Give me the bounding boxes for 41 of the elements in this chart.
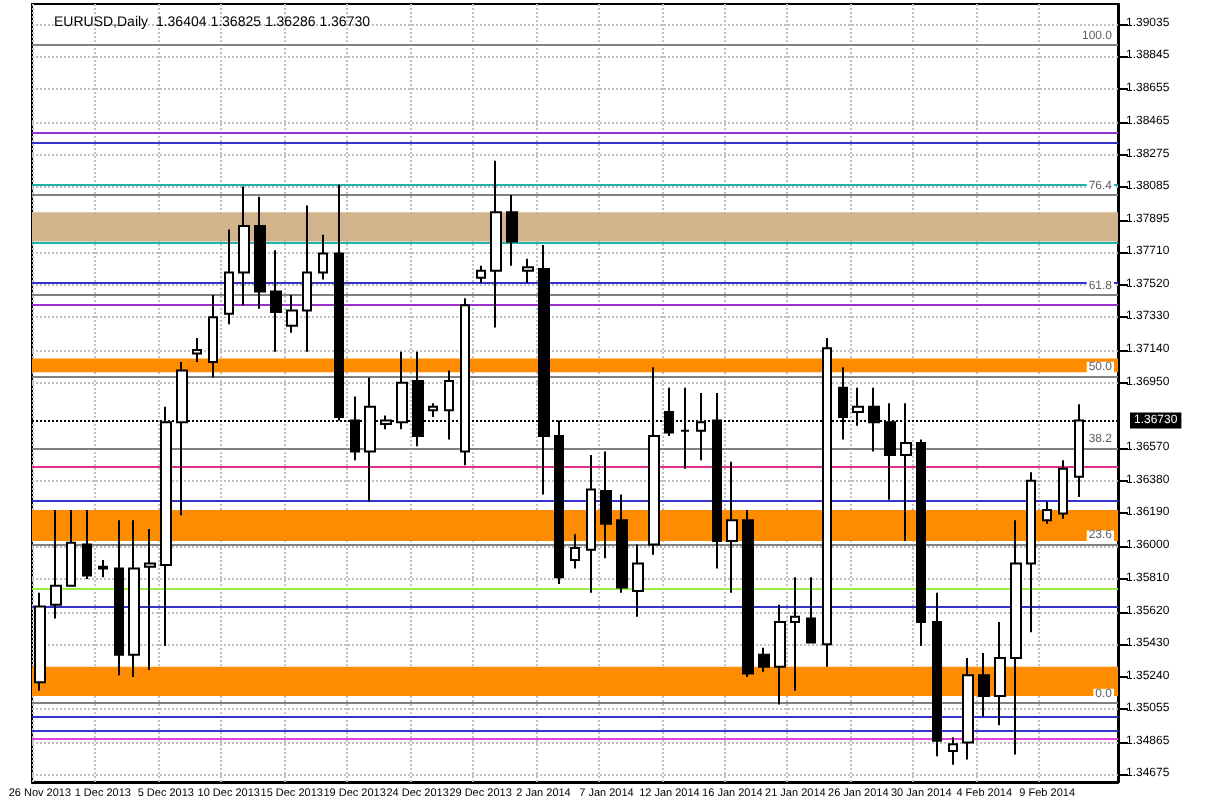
candlestick <box>916 438 926 648</box>
candlestick <box>758 646 770 673</box>
candlestick <box>994 620 1006 727</box>
candlestick <box>318 233 328 281</box>
candlestick <box>616 493 628 594</box>
candlestick <box>192 336 202 364</box>
candlestick <box>66 509 76 587</box>
candlestick <box>806 576 816 644</box>
candlestick <box>270 249 282 353</box>
candlestick <box>254 195 266 310</box>
candlestick <box>632 543 644 618</box>
candlestick <box>128 519 140 678</box>
candlestick <box>224 228 234 326</box>
candlestick <box>522 257 534 284</box>
candlestick <box>302 204 312 353</box>
candlestick <box>208 293 218 379</box>
candlestick <box>114 519 124 677</box>
candlestick <box>98 558 108 579</box>
candlestick <box>1026 471 1036 634</box>
candlestick <box>962 657 974 761</box>
candlestick <box>238 185 250 307</box>
candlestick <box>1042 500 1052 525</box>
candlestick <box>50 509 62 620</box>
candlestick <box>570 533 580 570</box>
candlestick <box>476 264 486 284</box>
candlestick <box>742 509 754 678</box>
candlestick <box>600 450 612 560</box>
candlestick <box>978 651 990 718</box>
candlestick <box>726 460 738 594</box>
candlestick <box>1010 519 1022 756</box>
candlestick <box>948 736 958 766</box>
candlestick <box>286 293 298 334</box>
candlestick <box>586 453 596 594</box>
candlestick <box>790 576 800 692</box>
candlestick <box>144 527 156 672</box>
candlestick <box>932 591 942 758</box>
candlestick <box>1058 459 1068 520</box>
candlestick <box>490 159 502 329</box>
candlestick <box>774 603 786 706</box>
candlestick <box>82 509 92 580</box>
candlestick <box>506 194 518 267</box>
